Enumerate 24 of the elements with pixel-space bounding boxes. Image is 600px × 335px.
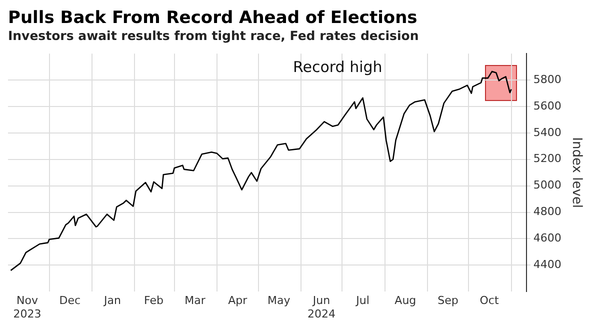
x-tick-label: Jun 2024	[308, 294, 336, 320]
x-tick-label: May	[268, 294, 291, 308]
y-tick-label: 5600	[533, 99, 562, 112]
y-tick-label: 4600	[533, 232, 562, 245]
x-tick-label: Jul	[355, 294, 370, 308]
x-tick-label: Feb	[144, 294, 164, 308]
y-tick-label: 4800	[533, 205, 562, 218]
x-tick-label: Sep	[438, 294, 458, 308]
y-tick-label: 5000	[533, 178, 562, 192]
x-tick-label: Mar	[184, 294, 206, 308]
x-tick-label: Nov 2023	[13, 294, 42, 320]
y-tick-label: 5800	[533, 72, 562, 86]
y-tick-label: 5400	[533, 126, 562, 139]
annotation: Record high	[293, 58, 382, 76]
x-tick-label: Oct	[480, 294, 500, 308]
chart-title: Pulls Back From Record Ahead of Elections	[8, 8, 418, 28]
y-tick-label: 4400	[533, 258, 562, 272]
chart-subtitle: Investors await results from tight race, Fed rates decision	[8, 28, 420, 44]
y-tick-label: 5200	[533, 152, 562, 166]
x-tick-label: Jan	[103, 294, 122, 308]
y-axis-title: Index level	[568, 137, 584, 208]
x-tick-label: Apr	[228, 294, 248, 308]
x-tick-label: Dec	[59, 294, 81, 308]
x-tick-label: Aug	[394, 294, 416, 308]
